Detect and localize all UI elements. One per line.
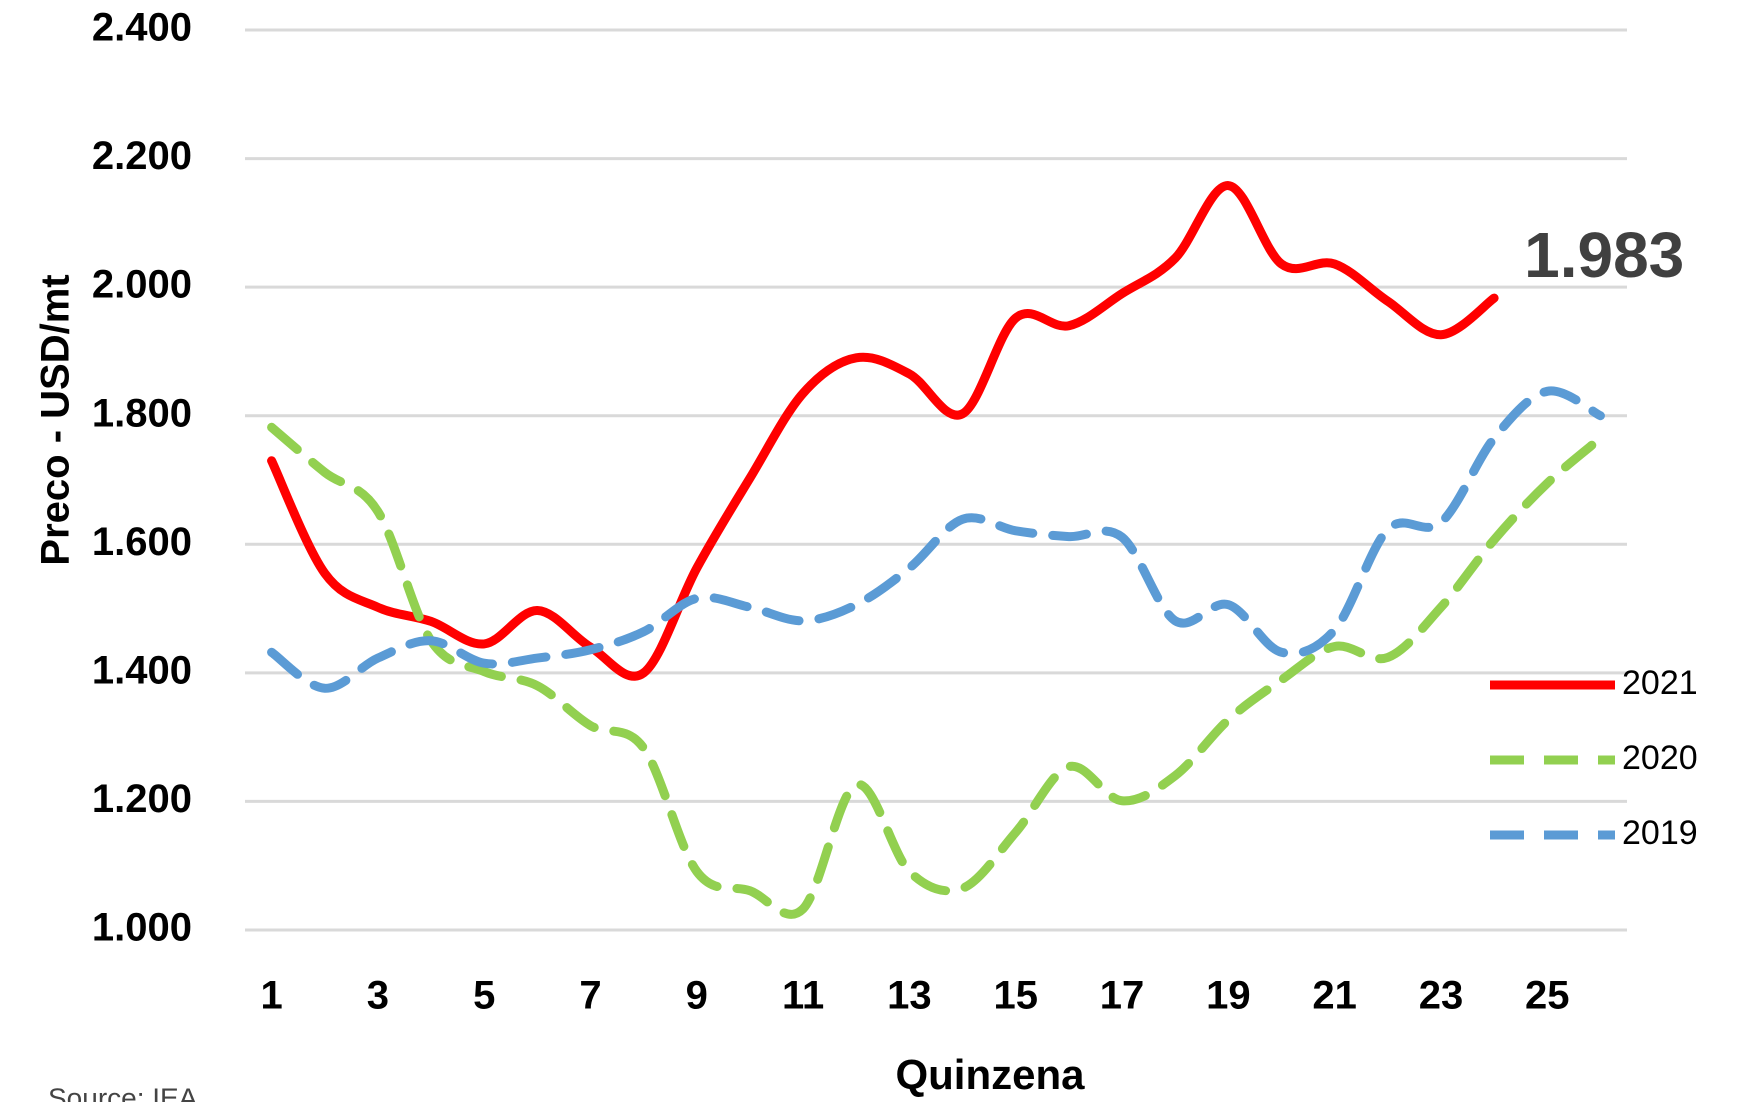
legend-label: 2019	[1622, 814, 1698, 852]
x-tick-label: 25	[1525, 974, 1570, 1018]
x-tick-label: 21	[1312, 974, 1357, 1018]
line-series	[267, 181, 1499, 681]
x-tick-label: 17	[1100, 974, 1145, 1018]
y-tick-label: 1.400	[92, 648, 192, 692]
line-series	[267, 422, 1605, 919]
y-tick-label: 2.000	[92, 263, 192, 307]
source: Source: IEA	[48, 1082, 198, 1102]
x-tick-label: 23	[1419, 974, 1464, 1018]
legend-label: 2020	[1622, 739, 1698, 777]
x-tick-label: 1	[260, 974, 282, 1018]
line-series	[267, 386, 1605, 693]
y-tick-label: 1.000	[92, 906, 192, 950]
x-tick-label: 5	[473, 974, 495, 1018]
x-axis-label: Quinzena	[895, 1051, 1085, 1098]
x-tick-label: 15	[993, 974, 1038, 1018]
legend-label: 2021	[1622, 664, 1698, 702]
x-tick-label: 19	[1206, 974, 1251, 1018]
y-tick-label: 2.400	[92, 6, 192, 50]
x-tick-label: 7	[579, 974, 601, 1018]
y-tick-label: 1.800	[92, 391, 192, 435]
x-tick-label: 13	[887, 974, 932, 1018]
y-axis-label: Preco - USD/mt	[34, 274, 78, 565]
x-tick-label: 3	[367, 974, 389, 1018]
x-tick-label: 9	[686, 974, 708, 1018]
y-tick-label: 1.200	[92, 777, 192, 821]
y-tick-label: 2.200	[92, 134, 192, 178]
x-tick-label: 11	[782, 974, 824, 1018]
y-tick-label: 1.600	[92, 520, 192, 564]
value-label: 1.983	[1524, 219, 1684, 291]
